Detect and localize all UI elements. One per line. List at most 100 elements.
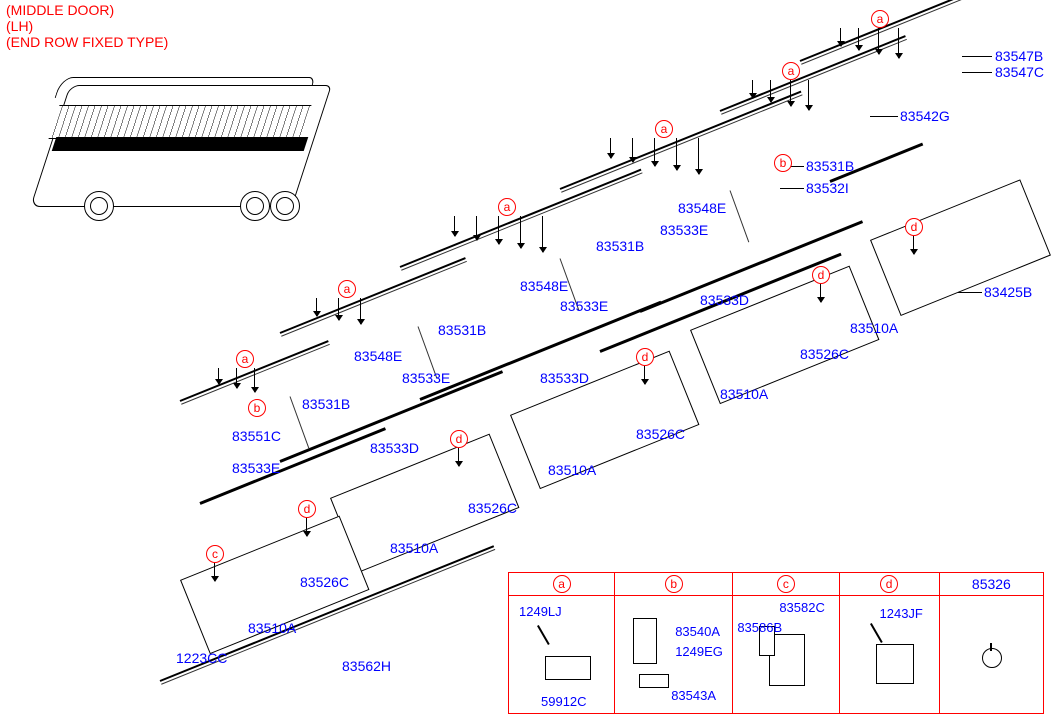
- moulding-strip: [800, 0, 986, 62]
- part-label: 83531B: [596, 238, 644, 254]
- pointer-arrow: [610, 138, 611, 158]
- part-label: 83526C: [636, 426, 685, 442]
- pointer-arrow: [454, 216, 455, 236]
- footnote-label: 1249EG: [675, 644, 723, 659]
- part-label: 83548E: [354, 348, 402, 364]
- part-label: 83425B: [984, 284, 1032, 300]
- pointer-arrow: [913, 236, 914, 254]
- callout-marker: d: [450, 430, 468, 448]
- leader-line: [780, 188, 804, 189]
- callout-marker: a: [782, 62, 800, 80]
- part-label: 83510A: [548, 462, 596, 478]
- footnote-cell: d 1243JF: [840, 573, 940, 713]
- moulding-strip: [730, 190, 750, 242]
- callout-marker: a: [236, 350, 254, 368]
- pointer-arrow: [306, 518, 307, 536]
- footnote-label: 83540A: [675, 624, 720, 639]
- pointer-arrow: [790, 80, 791, 106]
- moulding-strip: [560, 91, 802, 190]
- pointer-arrow: [498, 216, 499, 244]
- pointer-arrow: [858, 28, 859, 50]
- pointer-arrow: [644, 366, 645, 384]
- pointer-arrow: [878, 28, 879, 54]
- callout-marker: b: [774, 154, 792, 172]
- clip-icon: [876, 644, 914, 684]
- footnote-head: 85326: [940, 573, 1043, 596]
- footnote-head: a: [509, 573, 614, 596]
- part-label: 83526C: [300, 574, 349, 590]
- pointer-arrow: [476, 216, 477, 240]
- pointer-arrow: [360, 298, 361, 324]
- part-label: 83510A: [248, 620, 296, 636]
- callout-marker: d: [298, 500, 316, 518]
- part-label: 83531B: [806, 158, 854, 174]
- footnote-head-text: 85326: [972, 576, 1011, 592]
- pointer-arrow: [316, 298, 317, 316]
- pointer-arrow: [676, 138, 677, 170]
- callout-marker: d: [905, 218, 923, 236]
- callout-marker: d: [636, 348, 654, 366]
- part-label: 83533D: [370, 440, 419, 456]
- pointer-arrow: [458, 448, 459, 466]
- footnote-label: 59912C: [541, 694, 587, 709]
- part-label: 1223CC: [176, 650, 227, 666]
- header-line: (LH): [6, 18, 33, 34]
- leader-line: [870, 116, 898, 117]
- part-label: 83551C: [232, 428, 281, 444]
- header-line: (MIDDLE DOOR): [6, 2, 114, 18]
- callout-marker: a: [655, 120, 673, 138]
- pointer-arrow: [654, 138, 655, 166]
- footnote-head: d: [840, 573, 939, 596]
- callout-marker: b: [248, 399, 266, 417]
- callout-marker: b: [665, 575, 683, 593]
- leader-line: [958, 292, 982, 293]
- pointer-arrow: [520, 216, 521, 248]
- footnote-body: 1249LJ 59912C: [509, 596, 614, 713]
- callout-marker: c: [206, 545, 224, 563]
- footnote-body: 83540A1249EG83543A: [615, 596, 732, 713]
- footnote-body: [940, 596, 1043, 713]
- part-label: 83548E: [678, 200, 726, 216]
- footnote-cell: b83540A1249EG83543A: [615, 573, 733, 713]
- callout-marker: d: [812, 266, 830, 284]
- part-label: 83533D: [540, 370, 589, 386]
- pointer-arrow: [542, 216, 543, 252]
- part-label: 83562H: [342, 658, 391, 674]
- footnote-body: 1243JF: [840, 596, 939, 713]
- clip-icon: [633, 618, 657, 664]
- footnote-label: 1249LJ: [519, 604, 562, 619]
- clip-icon: [545, 656, 591, 680]
- part-label: 83510A: [720, 386, 768, 402]
- callout-marker: a: [498, 198, 516, 216]
- pointer-arrow: [752, 80, 753, 98]
- pointer-arrow: [254, 368, 255, 392]
- pointer-arrow: [898, 28, 899, 58]
- footnote-head: c: [733, 573, 838, 596]
- part-label: 83533E: [560, 298, 608, 314]
- footnote-label: 83586B: [737, 620, 782, 635]
- callout-marker: a: [871, 10, 889, 28]
- footnote-cell: 85326: [940, 573, 1043, 713]
- pointer-arrow: [808, 80, 809, 110]
- part-label: 83531B: [438, 322, 486, 338]
- pointer-arrow: [840, 28, 841, 46]
- bus-illustration: [50, 55, 320, 225]
- pointer-arrow: [820, 284, 821, 302]
- screw-icon: [870, 623, 883, 643]
- part-label: 83510A: [390, 540, 438, 556]
- footnote-cell: a 1249LJ 59912C: [509, 573, 615, 713]
- callout-marker: a: [338, 280, 356, 298]
- pointer-arrow: [338, 298, 339, 320]
- callout-marker: a: [553, 575, 571, 593]
- screw-icon: [537, 625, 550, 645]
- plug-icon: [982, 648, 1002, 668]
- part-label: 83542G: [900, 108, 950, 124]
- footnote-cell: c83582C83586B: [733, 573, 839, 713]
- pointer-arrow: [632, 138, 633, 162]
- part-label: 83526C: [468, 500, 517, 516]
- leader-line: [962, 56, 992, 57]
- pointer-arrow: [770, 80, 771, 102]
- footnote-label: 1243JF: [880, 606, 923, 621]
- callout-marker: c: [777, 575, 795, 593]
- footnote-head: b: [615, 573, 732, 596]
